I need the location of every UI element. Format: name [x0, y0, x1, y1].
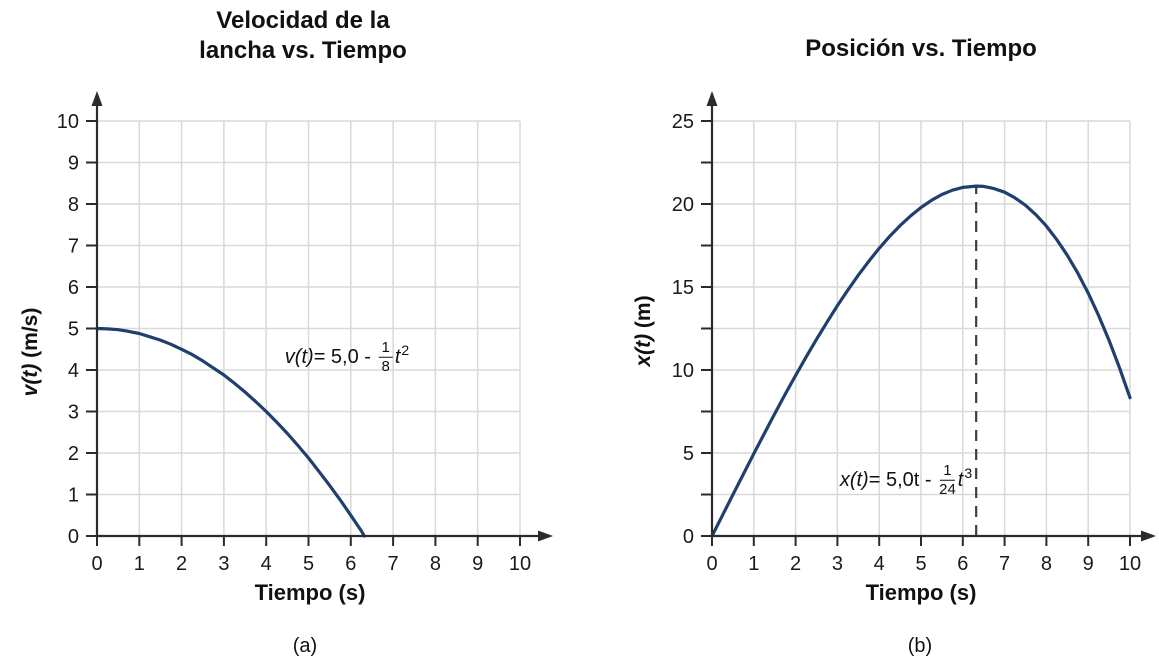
y-tick-label: 15	[672, 277, 694, 299]
y-tick-label: 20	[672, 194, 694, 216]
equation-a-function: v(t)	[284, 345, 314, 368]
y-tick-label: 10	[672, 360, 694, 382]
chart-b-y-axis-label-func: x(t)	[632, 333, 655, 367]
chart-b-sublabel: (b)	[907, 635, 933, 657]
y-tick-label: 7	[68, 236, 79, 258]
chart-b-title-line1: Posición vs. Tiempo	[805, 35, 1037, 62]
chart-a-y-axis-label-func: v(t)	[19, 363, 42, 397]
chart-b-equation: x(t) = 5,0t - 1 24 t 3	[839, 462, 973, 498]
y-tick-label: 9	[68, 153, 79, 175]
equation-b-exponent: 3	[964, 465, 973, 481]
x-tick-label: 2	[176, 553, 187, 575]
y-tick-label: 0	[68, 526, 79, 548]
x-tick-label: 9	[1083, 553, 1094, 575]
y-axis-arrow-icon	[706, 91, 718, 106]
y-axis-arrow-icon	[91, 91, 103, 106]
y-tick-label: 3	[68, 402, 79, 424]
y-tick-label: 2	[68, 443, 79, 465]
equation-b-mid: = 5,0t -	[868, 468, 938, 491]
equation-b-fraction: 1 24	[939, 462, 956, 498]
equation-b-denominator: 24	[939, 480, 956, 498]
x-tick-label: 5	[915, 553, 926, 575]
chart-a-sublabel: (a)	[292, 635, 318, 657]
chart-b-title: Posición vs. Tiempo	[805, 34, 1037, 64]
y-tick-label: 1	[68, 485, 79, 507]
x-tick-label: 4	[874, 553, 885, 575]
chart-a-title-line1: Velocidad de la	[216, 7, 390, 34]
x-axis-arrow-icon	[538, 530, 553, 542]
y-tick-label: 10	[57, 111, 79, 133]
y-tick-label: 8	[68, 194, 79, 216]
x-tick-label: 3	[218, 553, 229, 575]
x-tick-label: 2	[790, 553, 801, 575]
chart-b-y-axis-label-unit: (m)	[632, 295, 655, 334]
x-tick-label: 3	[832, 553, 843, 575]
chart-a-title: Velocidad de la lancha vs. Tiempo	[199, 6, 407, 66]
x-axis-arrow-icon	[1141, 530, 1156, 542]
chart-a-x-axis-label: Tiempo (s)	[254, 580, 366, 605]
chart-a-y-axis-label: v(t) (m/s)	[19, 308, 43, 397]
x-tick-label: 7	[388, 553, 399, 575]
y-tick-label: 0	[683, 526, 694, 548]
data-curve-b	[710, 184, 1132, 538]
plot-area-b: 0 1 2 3 4 5 6 7 8 9 10 0 5 10 15 20 25	[672, 91, 1156, 575]
x-tick-label: 10	[509, 553, 531, 575]
tick-marks-b	[701, 120, 1131, 546]
equation-b-numerator: 1	[940, 462, 955, 481]
equation-b-variable: t	[957, 468, 964, 491]
y-tick-label: 5	[68, 319, 79, 341]
chart-a-y-axis-label-unit: (m/s)	[19, 307, 42, 364]
gridlines-b	[712, 120, 1131, 536]
x-tick-label: 6	[957, 553, 968, 575]
tick-marks-a	[86, 120, 521, 546]
y-tick-label: 6	[68, 277, 79, 299]
y-tick-label: 5	[683, 443, 694, 465]
x-tick-label: 6	[345, 553, 356, 575]
y-tick-label: 25	[672, 111, 694, 133]
x-tick-label: 9	[472, 553, 483, 575]
axes-a	[95, 104, 540, 538]
x-tick-label: 10	[1119, 553, 1141, 575]
x-tick-label: 4	[261, 553, 272, 575]
chart-a-title-line2: lancha vs. Tiempo	[199, 37, 407, 64]
equation-a-denominator: 8	[381, 357, 390, 375]
equation-a-variable: t	[394, 345, 401, 368]
equation-a-numerator: 1	[378, 339, 393, 358]
x-tick-label: 1	[748, 553, 759, 575]
x-tick-label: 5	[303, 553, 314, 575]
x-tick-label: 0	[91, 553, 102, 575]
data-curve-a	[95, 326, 366, 538]
x-tick-label: 8	[1041, 553, 1052, 575]
chart-b-y-axis-label: x(t) (m)	[632, 295, 656, 366]
axes-b	[710, 104, 1143, 538]
x-tick-label: 7	[999, 553, 1010, 575]
equation-a-mid: = 5,0 -	[313, 345, 377, 368]
x-tick-label: 1	[134, 553, 145, 575]
chart-b-x-axis-label: Tiempo (s)	[865, 580, 977, 605]
y-tick-label: 4	[68, 360, 79, 382]
x-tick-label: 0	[706, 553, 717, 575]
x-tick-label: 8	[430, 553, 441, 575]
gridlines-a	[97, 120, 521, 536]
equation-a-exponent: 2	[401, 342, 410, 358]
equation-b-function: x(t)	[839, 468, 869, 491]
